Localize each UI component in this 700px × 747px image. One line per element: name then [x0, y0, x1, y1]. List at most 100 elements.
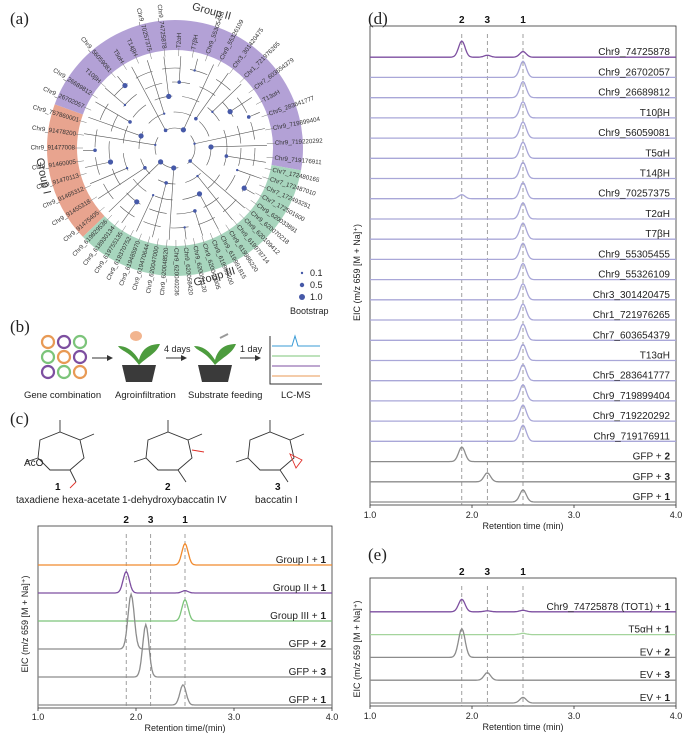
chart-d-trace — [370, 222, 676, 240]
chart-e-tick-label: 2.0 — [466, 711, 479, 721]
tree-branch — [265, 128, 274, 131]
tree-branch — [266, 156, 275, 159]
tree-bootstrap-node — [93, 148, 97, 153]
chart-d-trace-label: GFP + 2 — [633, 452, 671, 463]
tree-branch — [262, 176, 271, 180]
tree-bootstrap-node — [138, 133, 144, 139]
chart-d-trace — [370, 363, 676, 382]
chart-e-trace-label: T5αH + 1 — [628, 625, 670, 636]
tree-bootstrap-node — [154, 143, 157, 147]
tree-inner-branch — [248, 112, 260, 118]
chart-d-trace-label: Chr9_26689812 — [598, 88, 670, 99]
tree-bootstrap-node — [193, 69, 196, 72]
tree-inner-branch — [88, 116, 142, 137]
compound-1-name: taxadiene hexa-acetate — [16, 495, 120, 506]
chart-c-trace-label: Group III + 1 — [270, 611, 326, 622]
chart-d-peak-label: 1 — [520, 15, 526, 26]
chart-e-trace — [370, 632, 676, 636]
tree-branch — [217, 59, 222, 67]
gene-combination-icon — [40, 334, 88, 380]
tree-leaf-label: Chr9_74725878 — [156, 4, 168, 49]
chart-c-tick-label: 1.0 — [32, 712, 45, 722]
compound-3-number: 3 — [275, 482, 281, 493]
tree-bootstrap-node — [164, 181, 168, 185]
chart-d-trace-label: Chr3_301420475 — [593, 290, 671, 301]
tree-inner-branch — [178, 56, 182, 83]
panel-d-label: (d) — [368, 9, 388, 28]
tree-bootstrap-node — [193, 142, 196, 145]
chart-d-trace-label: Chr9_719220292 — [593, 411, 671, 422]
tree-bootstrap-node — [227, 109, 233, 115]
chart-e-trace-label: EV + 2 — [640, 647, 671, 658]
tree-bootstrap-node — [183, 226, 186, 229]
legend-dot-medium — [299, 282, 305, 288]
tree-group-label-2: Group II — [191, 1, 233, 23]
chart-e: 2 3 1 Chr9_74725878 (TOT1) + 1 T5αH + 1 EV + … — [352, 567, 682, 732]
chart-c-trace — [38, 542, 332, 566]
tree-branch — [191, 49, 194, 58]
chart-c-trace-label: GFP + 3 — [289, 667, 327, 678]
tree-branch — [255, 100, 264, 105]
chart-d-trace — [370, 303, 676, 321]
structure-1 — [25, 420, 95, 489]
chart-c-trace-label: Group II + 1 — [273, 583, 327, 594]
tree-branch — [193, 238, 196, 247]
chart-d-trace — [370, 201, 676, 220]
chart-d-trace-label: Chr9_70257375 — [598, 189, 670, 200]
chart-c-xlabel: Retention time/(min) — [144, 723, 225, 733]
tree-inner-branch — [84, 133, 156, 146]
chart-d-trace — [370, 40, 676, 58]
tree-branch — [121, 225, 127, 233]
tree-branch — [98, 206, 105, 213]
chart-d-trace-label: T10βH — [640, 108, 670, 119]
chart-c: 2 3 1 Group I + 1 Group II + 1 Group III + 1 G… — [20, 515, 338, 733]
step-substrate-feeding: Substrate feeding — [188, 390, 262, 401]
panel-b-label: (b) — [10, 317, 30, 336]
tree-leaf-label: Chr9_719176911 — [274, 155, 322, 167]
tree-branch — [225, 224, 231, 232]
tree-inner-branch — [212, 83, 242, 113]
chart-e-trace-label: EV + 3 — [640, 670, 671, 681]
chart-d-trace-label: Chr9_74725878 — [598, 47, 670, 58]
chart-d-trace — [370, 424, 676, 442]
arrow-label-days: 4 days — [164, 344, 191, 354]
tree-bootstrap-node — [171, 165, 177, 171]
tree-branch — [229, 67, 235, 74]
workflow: 4 days 1 day Gene combination Agroinfilt… — [24, 331, 322, 401]
tree-branch — [75, 160, 84, 163]
tree-inner-branch — [147, 60, 165, 114]
tree-branch — [122, 62, 127, 70]
panel-a-label: (a) — [10, 9, 29, 28]
chart-e-trace — [370, 598, 676, 613]
tree-inner-branch — [210, 145, 267, 148]
legend-title: Bootstrap — [290, 306, 329, 316]
tree-arc — [138, 111, 212, 185]
tree-bootstrap-node — [177, 80, 181, 84]
tree-bootstrap-node — [194, 116, 198, 121]
tree-bootstrap-node — [196, 191, 203, 197]
chart-d-trace-label: T2αH — [645, 209, 670, 220]
tree-leaf-label: T2αH — [176, 33, 184, 49]
chart-d-trace-label: Chr9_719899404 — [593, 391, 671, 402]
tree-bootstrap-node — [151, 193, 155, 197]
chart-c-trace — [38, 684, 332, 706]
tree-branch — [166, 239, 168, 248]
tree-inner-branch — [168, 167, 175, 240]
tree-inner-branch — [199, 193, 219, 230]
chart-e-ylabel: EIC (m/z 659 [M + Na]⁺) — [352, 600, 362, 697]
chart-d-trace-label: Chr9_55326109 — [598, 270, 670, 281]
chart-d-tick-label: 3.0 — [568, 510, 581, 520]
tree-bootstrap-node — [107, 159, 114, 165]
chart-d-trace — [370, 242, 676, 261]
tree-branch — [217, 229, 223, 237]
chart-d-tick-label: 1.0 — [364, 510, 377, 520]
step-lcms: LC-MS — [281, 390, 311, 401]
tree-leaf-label: Chr9_719220292 — [275, 138, 324, 147]
tree-branch — [245, 207, 252, 213]
tree-inner-branch — [121, 201, 138, 224]
tree-branch — [184, 239, 186, 248]
tree-leaf-label: Chr9_91477008 — [31, 145, 76, 152]
chart-c-trace — [38, 570, 332, 594]
tree-bootstrap-node — [125, 166, 129, 170]
chart-d-peak-label: 2 — [459, 15, 465, 26]
